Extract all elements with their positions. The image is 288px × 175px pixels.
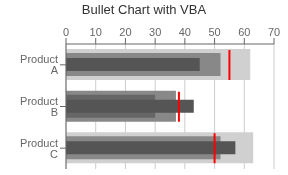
svg-text:60: 60 xyxy=(238,26,250,38)
svg-text:30: 30 xyxy=(149,26,161,38)
html-text:Bullet Chart with VBA: Bullet Chart with VBA xyxy=(81,2,207,17)
svg-text:70: 70 xyxy=(268,26,280,38)
svg-text:50: 50 xyxy=(208,26,220,38)
svg-text:ProductB: ProductB xyxy=(20,95,58,118)
svg-text:0: 0 xyxy=(63,26,69,38)
svg-text:20: 20 xyxy=(119,26,131,38)
svg-text:ProductC: ProductC xyxy=(20,137,58,160)
svg-text:ProductA: ProductA xyxy=(20,53,59,76)
svg-text:10: 10 xyxy=(90,26,102,38)
svg-text:40: 40 xyxy=(179,26,191,38)
